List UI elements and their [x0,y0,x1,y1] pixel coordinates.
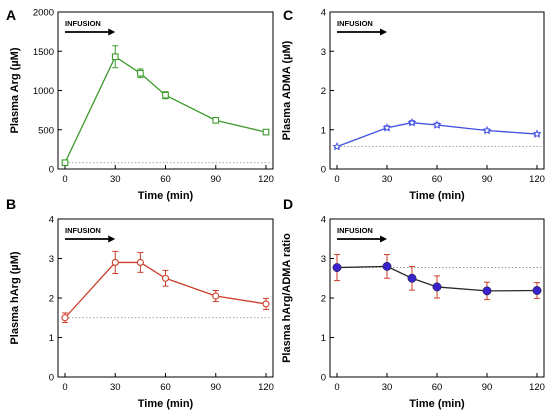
chart-b-data-point [161,274,170,282]
chart-a-plot-frame [57,11,274,170]
chart-d-x-tick-label: 90 [482,382,493,393]
chart-c-plot-frame [329,11,545,170]
chart-a-x-tick-label: 30 [110,174,121,185]
chart-d-panel-letter: D [283,196,293,212]
chart-d-infusion-label: INFUSION [337,226,373,235]
chart-c-data-point [332,141,342,151]
chart-c-panel: C 0 30 60 90 120 0 1 2 3 4 Time (min) Plasma ADMA (µ… [281,7,545,202]
chart-c-y-tick-label: 3 [321,47,326,58]
chart-c-y-axis-title: Plasma ADMA (µM) [281,40,293,140]
chart-b-panel-letter: B [6,196,16,212]
chart-d-data-point [482,286,492,296]
chart-d-x-tick-label: 0 [334,382,339,393]
chart-a-infusion-arrow-head [108,28,116,36]
chart-a-y-tick-label: 500 [38,125,54,136]
chart-c-data-point [407,117,417,127]
chart-c-data-point [482,125,492,135]
chart-b-x-tick-label: 30 [110,382,121,393]
chart-d-y-tick-label: 0 [321,373,326,384]
chart-c-y-tick-label: 2 [321,86,326,97]
chart-b-data-point [262,300,270,308]
chart-c-x-tick-label: 120 [529,174,545,185]
chart-b-y-tick-label: 0 [49,373,54,384]
chart-b-data-point [111,258,119,267]
chart-a-data-point [212,116,220,124]
chart-c-series-line [336,122,538,148]
chart-c-data-point [382,123,392,132]
chart-a-data-point [61,159,69,167]
chart-d-panel: D 0 30 60 90 120 0 1 2 3 4 Time (min) Plasma hArg/AD… [281,196,545,410]
chart-b-panel: B 0 30 60 90 120 0 1 2 3 4 Time (min) Plasma hArg (µ… [6,196,274,410]
chart-a-x-tick-label: 60 [160,174,171,185]
chart-b-data-point [212,292,220,300]
chart-d-y-tick-label: 3 [321,254,326,265]
chart-b-data-point [61,314,69,322]
chart-b-x-tick-label: 60 [160,382,171,393]
chart-b-infusion-arrow-head [108,235,116,243]
chart-a-y-tick-label: 0 [49,165,54,176]
chart-b-x-tick-label: 0 [62,382,67,393]
chart-a-x-axis-title: Time (min) [138,190,194,202]
chart-b-y-axis-title: Plasma hArg (µM) [9,251,21,344]
chart-a-infusion-label: INFUSION [65,19,101,28]
chart-d-data-point [407,273,417,283]
chart-d-y-tick-label: 4 [321,215,326,226]
chart-a-x-tick-label: 120 [258,174,274,185]
chart-b-series-line [64,261,267,319]
chart-b-x-tick-label: 120 [258,382,274,393]
chart-b-x-tick-label: 90 [210,382,221,393]
chart-d-y-axis-title: Plasma hArg/ADMA ratio [281,233,293,363]
chart-c-x-tick-label: 90 [482,174,493,185]
chart-a-y-axis-title: Plasma Arg (µM) [9,47,21,133]
chart-d-y-tick-label: 2 [321,294,326,305]
chart-c-infusion-label: INFUSION [337,19,373,28]
chart-d-x-tick-label: 120 [529,382,545,393]
chart-b-y-tick-label: 2 [49,294,54,305]
chart-d-data-point [432,282,442,292]
chart-b-x-axis-title: Time (min) [138,398,194,410]
chart-d-x-axis-title: Time (min) [409,398,465,410]
chart-a-series-line [64,55,267,163]
chart-c-data-point [432,120,442,129]
chart-c-y-tick-label: 0 [321,165,326,176]
chart-d-series-line [336,265,538,292]
chart-d-infusion-arrow-head [380,235,387,243]
chart-c-x-tick-label: 0 [334,174,339,185]
chart-a-panel-letter: A [6,7,16,23]
chart-d-y-tick-label: 1 [321,333,326,344]
chart-c-y-tick-label: 1 [321,125,326,136]
chart-c-y-tick-label: 4 [321,8,326,19]
chart-b-data-point [136,258,144,267]
chart-c-infusion-arrow-head [380,28,387,36]
chart-d-data-point [332,263,342,273]
chart-c-x-tick-label: 60 [432,174,443,185]
chart-b-y-tick-label: 4 [49,215,54,226]
chart-c-data-point [532,129,542,138]
chart-c-panel-letter: C [283,7,293,23]
chart-a-y-tick-label: 2000 [33,8,54,19]
chart-b-y-tick-label: 1 [49,333,54,344]
chart-a-x-tick-label: 0 [62,174,67,185]
chart-d-x-tick-label: 60 [432,382,443,393]
chart-a-data-point [137,69,144,77]
chart-a-x-tick-label: 90 [210,174,221,185]
chart-a-data-point [262,128,270,136]
chart-d-x-tick-label: 30 [382,382,393,393]
chart-a-y-tick-label: 1000 [33,86,54,97]
chart-a-y-tick-label: 1500 [33,47,54,58]
chart-b-y-tick-label: 3 [49,254,54,265]
chart-c-x-tick-label: 30 [382,174,393,185]
chart-a-data-point [111,53,119,61]
chart-d-data-point [532,286,542,295]
chart-a-panel: A 0 30 60 90 120 0 500 1000 1500 2000 Time (min) Pla… [6,7,274,202]
chart-b-plot-frame [57,218,274,378]
chart-d-data-point [382,261,392,271]
chart-c-x-axis-title: Time (min) [409,190,465,202]
chart-a-data-point [162,91,169,99]
chart-b-infusion-label: INFUSION [65,226,101,235]
